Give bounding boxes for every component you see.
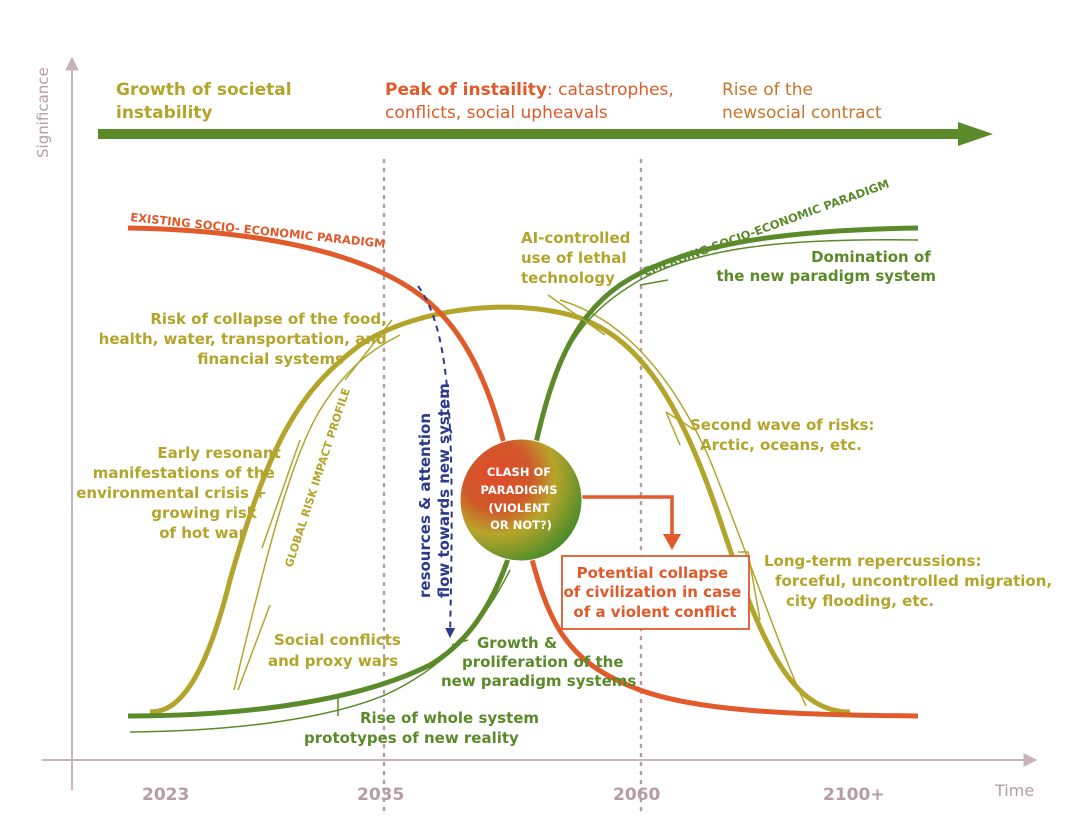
- tick-2100: 2100+: [823, 785, 885, 805]
- label-rise-whole: Rise of whole system prototypes of new r…: [304, 709, 544, 747]
- bracket-second: [665, 411, 696, 446]
- x-axis-label: Time: [994, 781, 1034, 800]
- label-growth-prolif: Growth & proliferation of the new paradi…: [441, 634, 636, 690]
- phase-growth: Growth of societal instability: [116, 80, 297, 123]
- label-early: Early resonant manifestations of the env…: [76, 444, 286, 542]
- bracket-social: [237, 604, 271, 691]
- bracket-ai: [547, 294, 606, 336]
- clash-connector: [562, 495, 674, 536]
- bracket-domination: [639, 279, 669, 286]
- label-potential-collapse: Potential collapse of civilization in ca…: [563, 564, 746, 621]
- phase-peak: Peak of instaility: catastrophes, confli…: [385, 80, 679, 123]
- emerging-curve-parallel-lower: [129, 569, 511, 733]
- bracket-collapse-risk: [344, 319, 393, 381]
- emerging-curve-parallel-upper: [539, 239, 919, 431]
- label-second: Second wave of risks: Arctic, oceans, et…: [690, 416, 880, 454]
- risk-curve-inner-left: [233, 334, 401, 691]
- tick-2023: 2023: [142, 785, 189, 805]
- potential-collapse-box: [561, 555, 750, 630]
- clash-connector-head: [663, 534, 681, 550]
- tick-2060: 2060: [613, 785, 660, 805]
- label-longterm: Long-term repercussions: forceful, uncon…: [764, 552, 1057, 610]
- timeline-arrowhead: [958, 122, 993, 146]
- clash-label: CLASH OF PARADIGMS (VIOLENT OR NOT?): [480, 465, 561, 532]
- label-social: Social conflicts and proxy wars: [268, 631, 406, 670]
- phase-rise: Rise of the newsocial contract: [722, 80, 882, 123]
- clash-circle: [459, 438, 583, 562]
- label-ai: AI-controlled use of lethal technology: [521, 229, 636, 287]
- bracket-growth-prolif: [451, 639, 469, 646]
- y-axis-label: Significance: [34, 67, 52, 158]
- resources-flow-arrow: [417, 285, 456, 638]
- resources-flow-label: resources & attention flow towards new s…: [416, 383, 453, 598]
- bracket-early: [261, 439, 301, 549]
- risk-curve-inner-right: [559, 299, 807, 707]
- bracket-longterm: [738, 551, 761, 621]
- label-collapse-risk: Risk of collapse of the food, health, wa…: [99, 310, 392, 368]
- tick-2035: 2035: [357, 785, 404, 805]
- label-domination: Domination of the new paradigm system: [716, 248, 936, 285]
